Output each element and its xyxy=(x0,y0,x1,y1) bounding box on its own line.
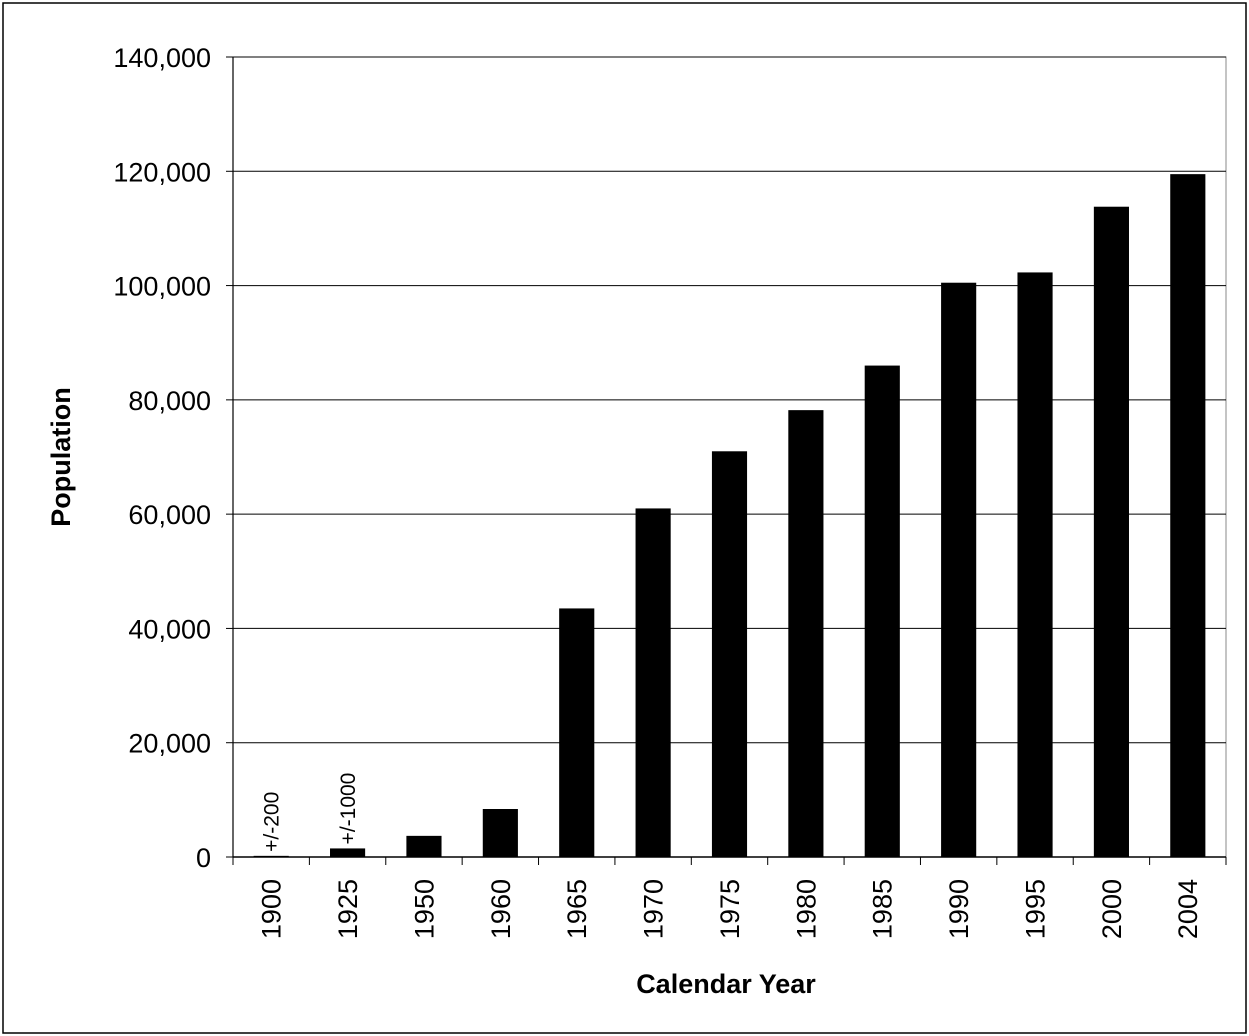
bar-1985 xyxy=(864,365,900,857)
x-tick-label-1950: 1950 xyxy=(409,879,439,939)
y-tick-labels: 0 20,000 40,000 60,000 80,000 100,000 120,000 1… xyxy=(113,43,211,873)
bar-1950 xyxy=(406,835,442,857)
x-tick-label-1970: 1970 xyxy=(639,879,669,939)
y-tick-label: 60,000 xyxy=(128,500,211,530)
bar-1980 xyxy=(788,410,824,857)
y-tick-label: 140,000 xyxy=(113,43,211,73)
x-tick-label-1900: 1900 xyxy=(257,879,287,939)
x-tick-label-2000: 2000 xyxy=(1097,879,1127,939)
x-tick-label-2004: 2004 xyxy=(1173,879,1203,939)
bar-1990 xyxy=(941,282,977,857)
bar-1970 xyxy=(635,508,671,857)
bar-1995 xyxy=(1017,272,1053,857)
y-tick-label: 100,000 xyxy=(113,272,211,302)
annotation-1925: +/-1000 xyxy=(337,773,360,845)
x-tick-label-1925: 1925 xyxy=(333,879,363,939)
bar-2004 xyxy=(1170,174,1206,858)
bar-1925 xyxy=(330,848,366,857)
y-tick-label: 40,000 xyxy=(128,614,211,644)
bar-1975 xyxy=(711,451,748,857)
y-tick-label: 120,000 xyxy=(113,157,211,187)
y-tick-label: 20,000 xyxy=(128,729,211,759)
x-axis-title: Calendar Year xyxy=(636,969,816,999)
x-tick-label-1980: 1980 xyxy=(791,879,821,939)
x-tick-label-1975: 1975 xyxy=(715,879,745,939)
x-tick-label-1960: 1960 xyxy=(486,879,516,939)
x-tick-labels: 1900 1925 1950 1960 1965 1970 1975 1980 1985 1990… xyxy=(257,879,1204,939)
x-tick-label-1995: 1995 xyxy=(1020,879,1050,939)
bar-1960 xyxy=(482,809,518,857)
y-axis-title: Population xyxy=(46,387,76,526)
annotations: +/-200 +/-1000 xyxy=(261,773,360,852)
annotation-1900: +/-200 xyxy=(261,792,284,852)
bar-1965 xyxy=(559,608,595,857)
y-tick-label: 80,000 xyxy=(128,386,211,416)
y-tick-label: 0 xyxy=(196,843,211,873)
bars xyxy=(253,174,1206,858)
x-tick-label-1965: 1965 xyxy=(562,879,592,939)
bar-2000 xyxy=(1093,206,1129,857)
axes xyxy=(226,56,1227,865)
x-tick-label-1985: 1985 xyxy=(868,879,898,939)
x-tick-label-1990: 1990 xyxy=(944,879,974,939)
